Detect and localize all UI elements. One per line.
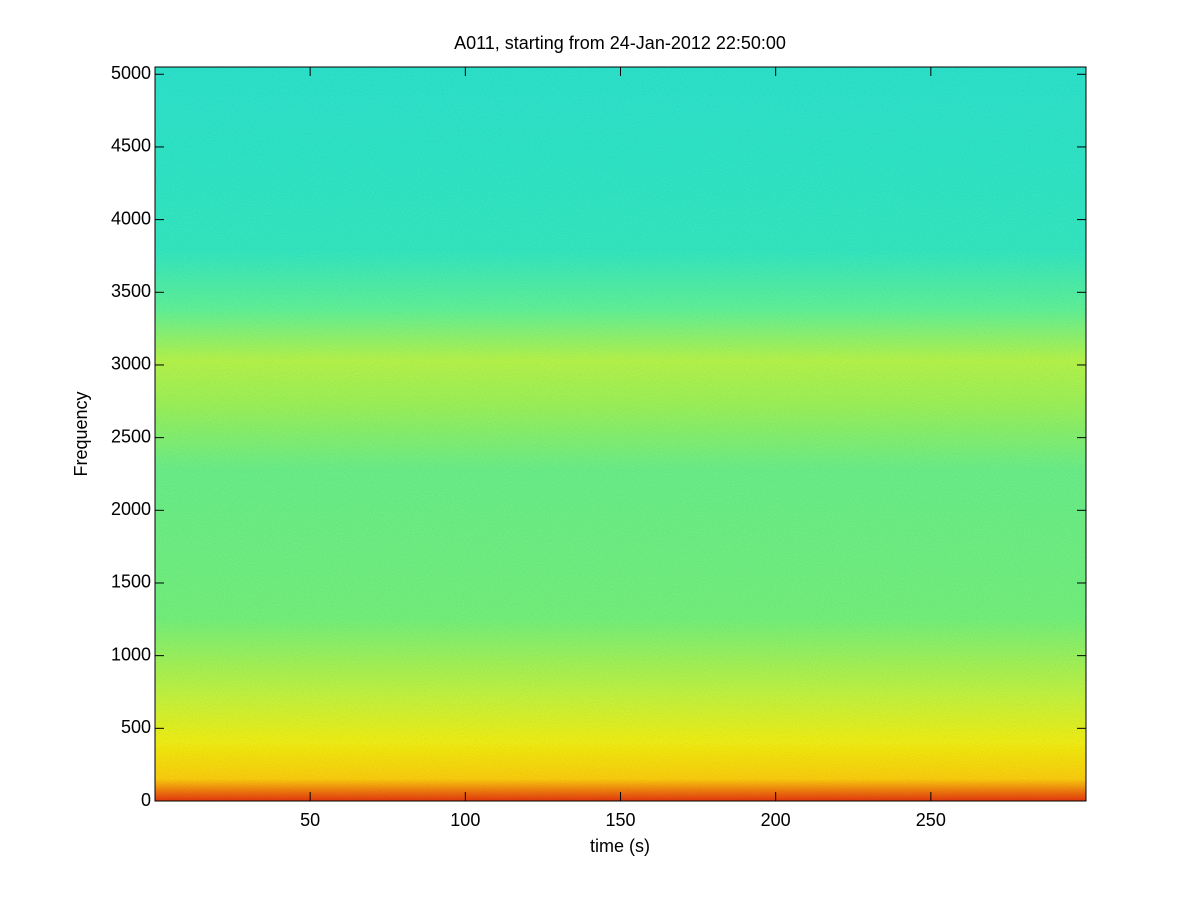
y-tick-label: 1000 [111, 644, 151, 664]
y-tick-label: 3000 [111, 354, 151, 374]
y-tick-label: 500 [121, 717, 151, 737]
x-tick-label: 200 [761, 810, 791, 830]
y-tick-label: 3500 [111, 281, 151, 301]
y-tick-label: 2000 [111, 499, 151, 519]
y-tick-label: 1500 [111, 572, 151, 592]
y-axis-label: Frequency [71, 391, 91, 476]
x-axis-label: time (s) [590, 836, 650, 856]
y-tick-label: 0 [141, 790, 151, 810]
x-tick-label: 250 [916, 810, 946, 830]
x-tick-label: 100 [450, 810, 480, 830]
chart-title: A011, starting from 24-Jan-2012 22:50:00 [454, 33, 786, 53]
x-tick-label: 50 [300, 810, 320, 830]
y-tick-label: 2500 [111, 426, 151, 446]
x-tick-label: 150 [605, 810, 635, 830]
spectrogram-image [155, 67, 1086, 801]
y-tick-label: 5000 [111, 63, 151, 83]
y-tick-label: 4000 [111, 208, 151, 228]
y-tick-label: 4500 [111, 136, 151, 156]
